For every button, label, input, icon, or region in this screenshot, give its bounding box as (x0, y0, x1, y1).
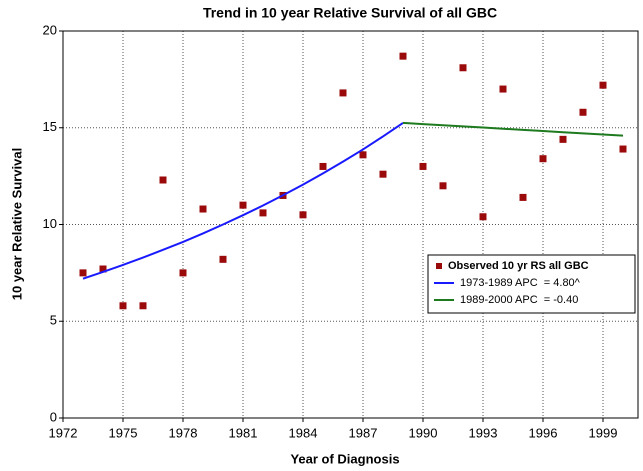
data-point (259, 209, 267, 217)
data-point (379, 170, 387, 178)
trend-line (402, 121, 624, 137)
x-tick-label: 1978 (169, 425, 198, 440)
x-tick-label: 1981 (229, 425, 258, 440)
y-tick-label: 15 (43, 119, 57, 134)
y-tick-label: 0 (50, 409, 57, 424)
x-tick-label: 1984 (289, 425, 318, 440)
data-point (99, 265, 107, 273)
data-point (579, 108, 587, 116)
trend-line (82, 122, 404, 280)
data-point (239, 201, 247, 209)
legend-swatch (436, 263, 442, 269)
x-tick-label: 1972 (49, 425, 78, 440)
data-point (319, 162, 327, 170)
x-tick-label: 1990 (409, 425, 438, 440)
y-tick-label: 10 (43, 216, 57, 231)
x-tick-label: 1987 (349, 425, 378, 440)
data-point (339, 89, 347, 97)
plot-frame (62, 30, 639, 419)
data-point (439, 182, 447, 190)
x-axis-title: Year of Diagnosis (290, 451, 399, 466)
x-tick-label: 1975 (109, 425, 138, 440)
data-point (539, 155, 547, 163)
data-point (459, 64, 467, 72)
chart-title: Trend in 10 year Relative Survival of al… (203, 5, 497, 21)
data-point (399, 52, 407, 60)
data-point (499, 85, 507, 93)
legend-label: Observed 10 yr RS all GBC (448, 260, 589, 272)
data-point (199, 205, 207, 213)
data-point (559, 135, 567, 143)
data-point (519, 193, 527, 201)
x-tick-label: 1999 (589, 425, 618, 440)
data-point (119, 302, 127, 310)
legend-box (427, 254, 636, 314)
data-point (159, 176, 167, 184)
data-point (179, 269, 187, 277)
data-point (419, 162, 427, 170)
data-point (79, 269, 87, 277)
y-tick-label: 20 (43, 22, 57, 37)
data-point (479, 213, 487, 221)
data-point (619, 145, 627, 153)
y-tick-label: 5 (50, 313, 57, 328)
legend-label: 1973-1989 APC = 4.80^ (460, 277, 581, 289)
x-tick-label: 1996 (529, 425, 558, 440)
data-point (219, 255, 227, 263)
y-axis-title: 10 year Relative Survival (9, 148, 24, 301)
data-point (599, 81, 607, 89)
data-point (359, 151, 367, 159)
x-tick-label: 1993 (469, 425, 498, 440)
legend-label: 1989-2000 APC = -0.40 (460, 294, 578, 306)
data-point (299, 211, 307, 219)
data-point (139, 302, 147, 310)
